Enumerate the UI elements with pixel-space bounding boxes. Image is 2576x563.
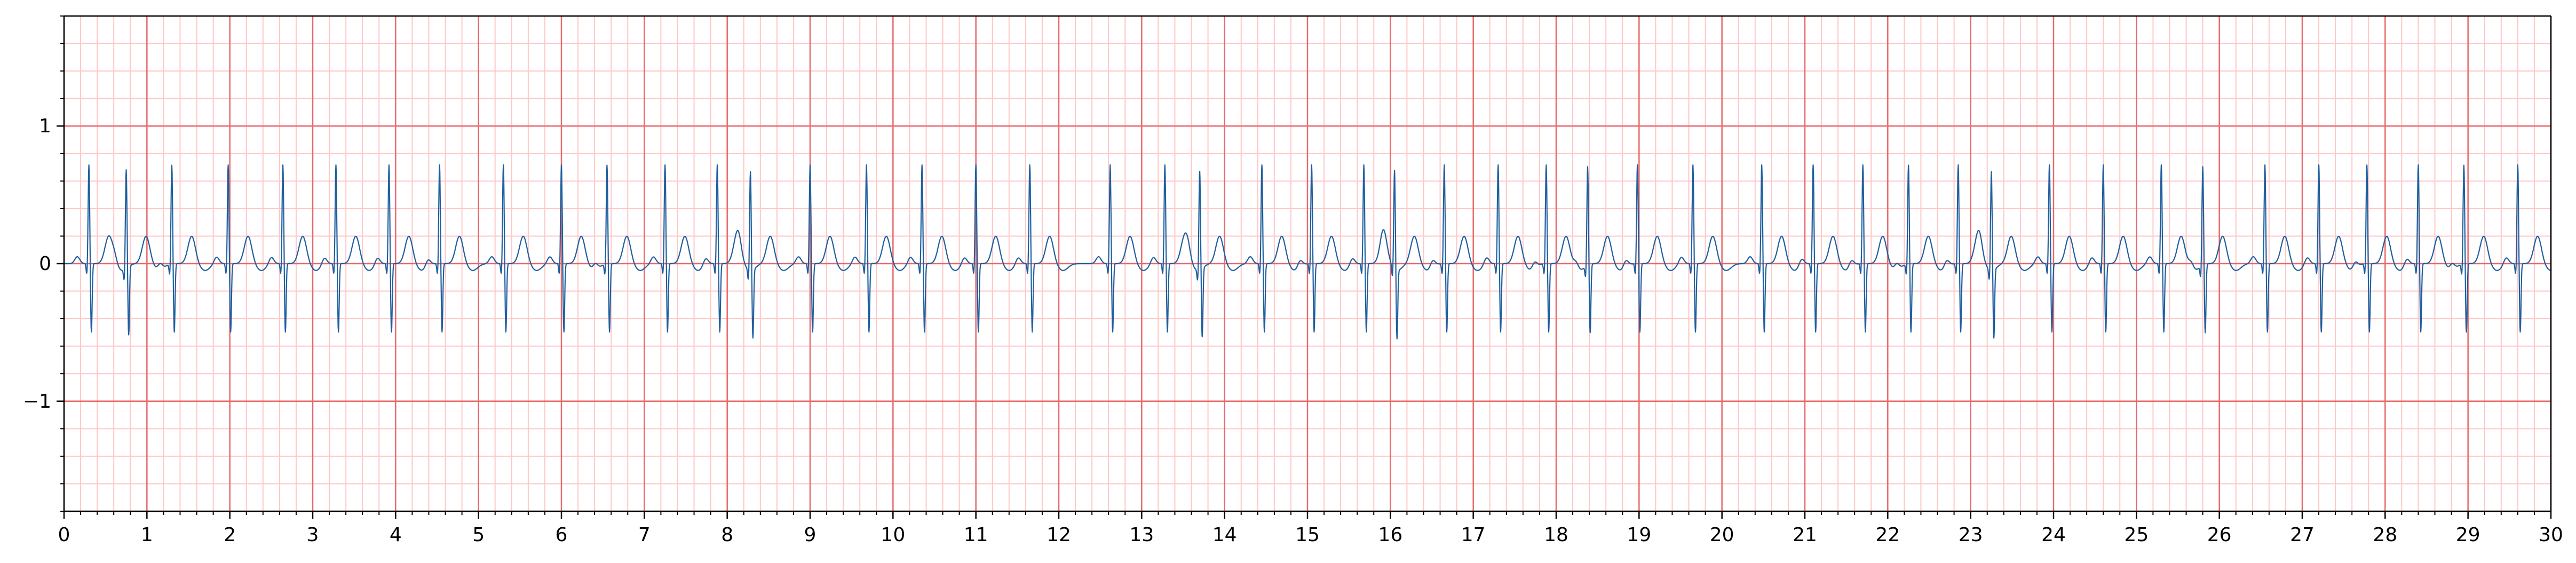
ecg-series-line [64,164,2551,340]
x-tick-label: 2 [224,524,236,546]
x-tick-label: 13 [1129,524,1154,546]
ecg-trace [64,164,2551,340]
x-tick-label: 19 [1627,524,1651,546]
y-tick-label: 0 [39,253,51,275]
x-tick-label: 8 [721,524,733,546]
x-tick-label: 20 [1710,524,1734,546]
x-tick-label: 3 [307,524,319,546]
y-tick-label: −1 [23,391,51,413]
x-tick-label: 26 [2207,524,2232,546]
x-tick-label: 0 [58,524,70,546]
x-tick-label: 21 [1793,524,1817,546]
x-tick-label: 24 [2041,524,2066,546]
x-tick-label: 1 [141,524,153,546]
x-tick-label: 5 [472,524,485,546]
y-tick-label: 1 [39,115,51,137]
x-tick-label: 18 [1544,524,1568,546]
x-tick-label: 10 [881,524,905,546]
x-tick-label: 17 [1461,524,1486,546]
y-axis-ticks: 1 0 −1 [23,15,64,512]
x-tick-label: 29 [2456,524,2480,546]
x-tick-label: 22 [1875,524,1900,546]
x-tick-label: 4 [390,524,402,546]
x-tick-label: 12 [1047,524,1071,546]
x-tick-label: 14 [1212,524,1237,546]
x-tick-label: 15 [1295,524,1320,546]
x-tick-label: 6 [556,524,568,546]
x-tick-label: 9 [804,524,817,546]
x-tick-label: 30 [2539,524,2563,546]
x-tick-label: 11 [964,524,988,546]
x-axis-ticks: 0 1 2 3 4 5 6 7 8 9 10 11 12 13 14 15 16 17 18 19 20 21 22 23 24… [58,511,2563,546]
x-tick-label: 25 [2124,524,2149,546]
x-tick-label: 16 [1378,524,1402,546]
x-tick-label: 7 [638,524,651,546]
x-tick-label: 23 [1959,524,1983,546]
x-tick-label: 28 [2373,524,2397,546]
x-tick-label: 27 [2290,524,2315,546]
